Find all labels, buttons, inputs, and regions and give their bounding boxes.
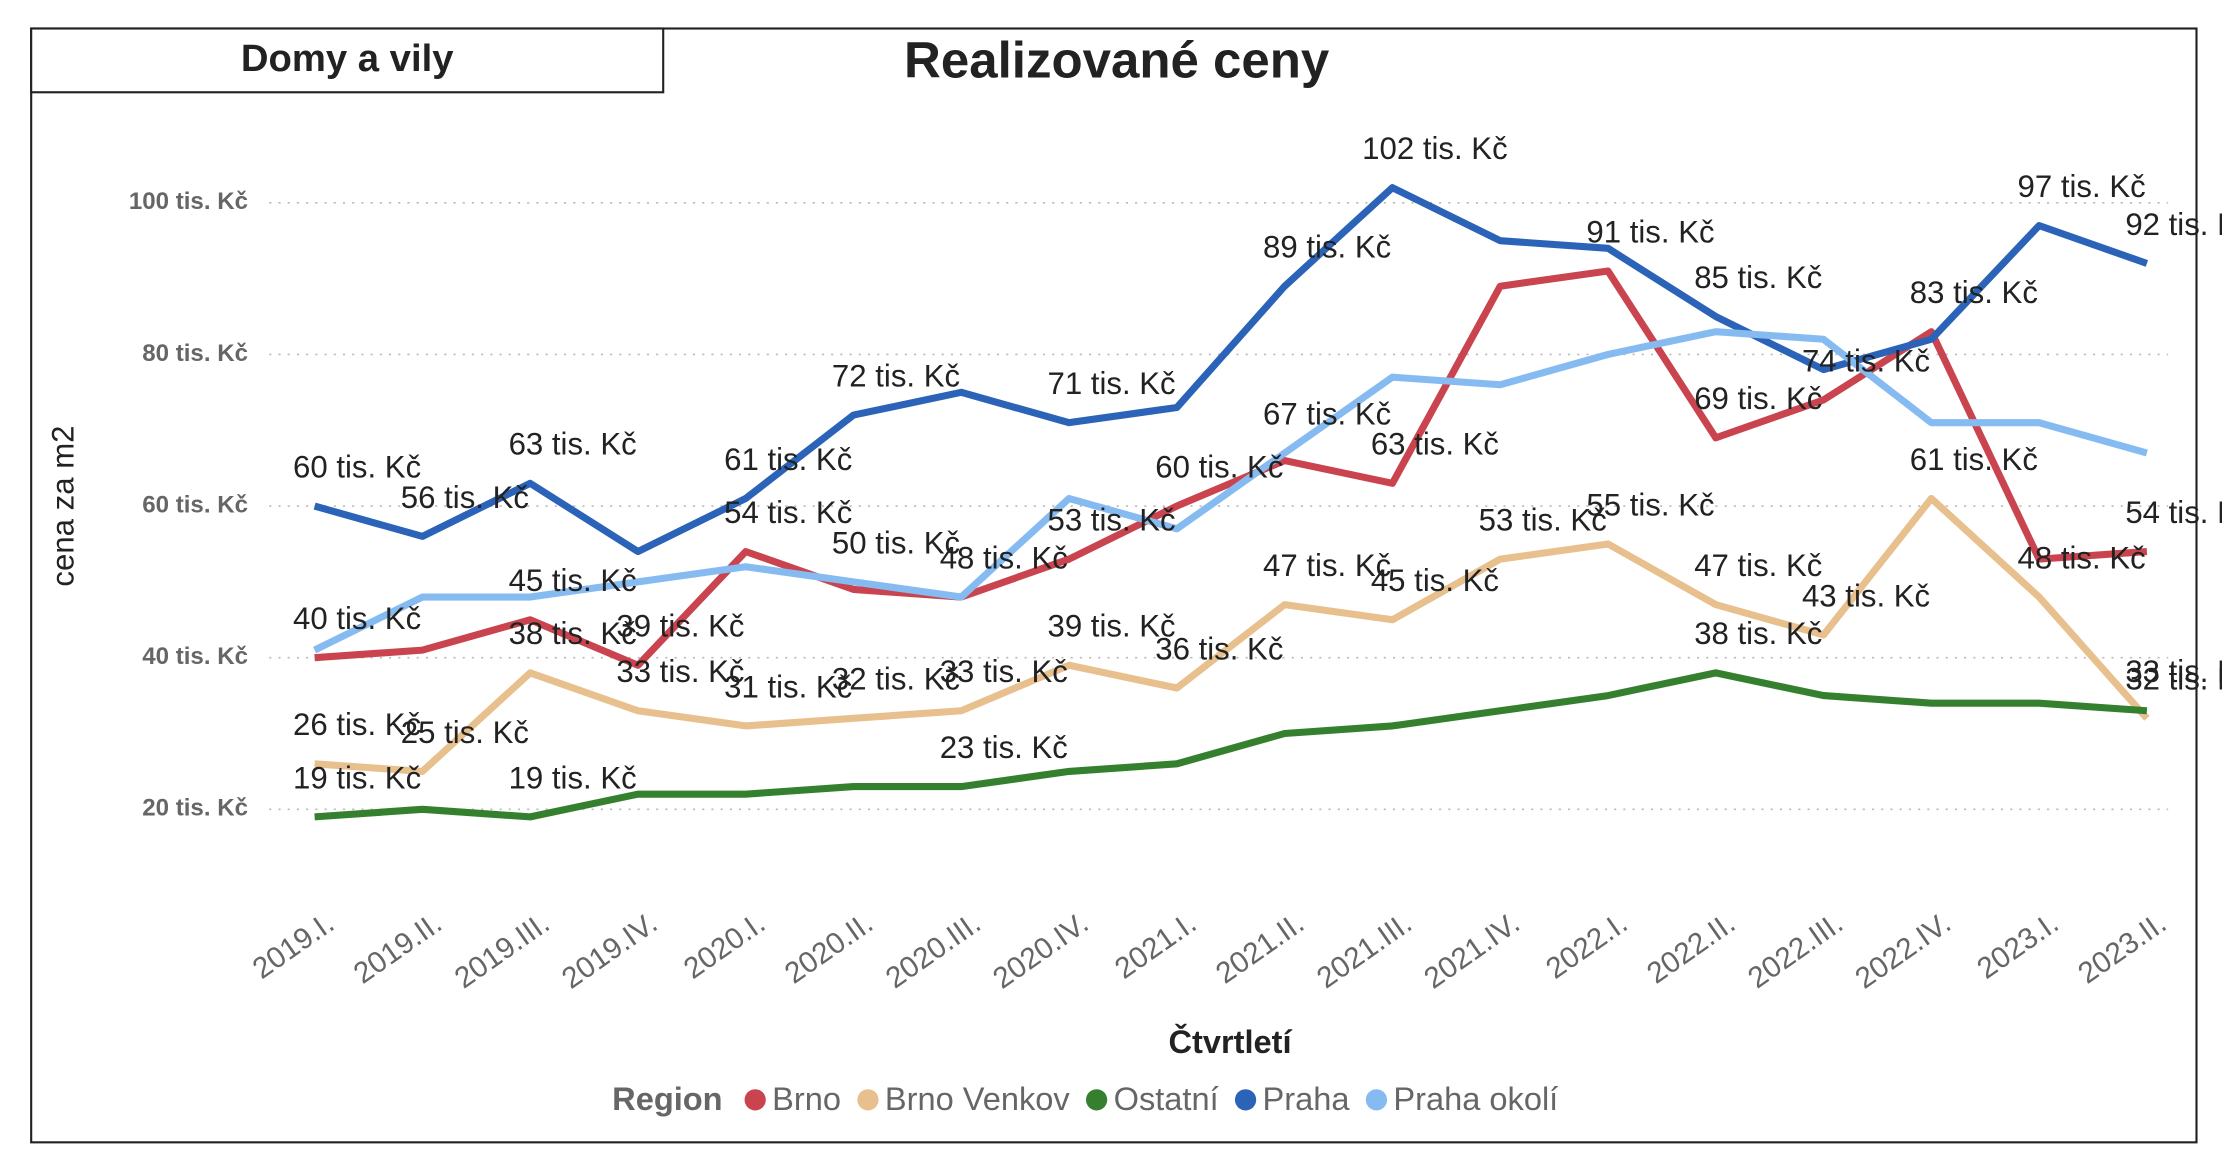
y-tick-label: 80 tis. Kč xyxy=(142,340,248,367)
legend-marker xyxy=(744,1089,766,1111)
data-label: 36 tis. Kč xyxy=(1155,631,1283,666)
x-tick-label: 2022.III. xyxy=(1742,906,1849,995)
x-tick-label: 2021.II. xyxy=(1210,906,1310,990)
data-label: 53 tis. Kč xyxy=(1479,503,1607,538)
panel-label: Domy a vily xyxy=(241,37,454,80)
x-tick-label: 2019.III. xyxy=(449,906,556,995)
frame xyxy=(30,27,2198,1144)
x-tick-label: 2019.IV. xyxy=(556,906,663,995)
legend-marker xyxy=(857,1089,879,1111)
x-tick-label: 2023.I. xyxy=(1971,906,2064,985)
data-label: 45 tis. Kč xyxy=(509,563,637,598)
legend-marker xyxy=(1234,1089,1257,1111)
data-label: 74 tis. Kč xyxy=(1802,343,1930,378)
data-label: 97 tis. Kč xyxy=(2018,169,2146,204)
x-tick-label: 2023.II. xyxy=(2072,906,2172,990)
data-label: 26 tis. Kč xyxy=(293,707,421,742)
data-label: 38 tis. Kč xyxy=(509,616,637,651)
x-tick-label: 2020.II. xyxy=(779,906,879,990)
panel-box xyxy=(30,27,665,94)
y-axis-label: cena za m2 xyxy=(45,426,80,587)
legend-label: Praha okolí xyxy=(1393,1080,1558,1117)
data-label: 53 tis. Kč xyxy=(1048,503,1176,538)
data-label: 61 tis. Kč xyxy=(1910,442,2038,477)
data-label: 32 tis. Kč xyxy=(2125,662,2222,697)
data-label: 67 tis. Kč xyxy=(1263,396,1391,431)
series-line xyxy=(314,494,2150,775)
legend-label: Ostatní xyxy=(1114,1080,1219,1117)
data-label: 33 tis. Kč xyxy=(940,654,1068,689)
x-tick-label: 2021.IV. xyxy=(1418,906,1525,995)
data-label: 72 tis. Kč xyxy=(832,358,960,393)
y-tick-label: 40 tis. Kč xyxy=(142,643,248,670)
data-label: 63 tis. Kč xyxy=(509,427,637,462)
data-label: 31 tis. Kč xyxy=(724,669,852,704)
data-label: 102 tis. Kč xyxy=(1362,131,1507,166)
data-label: 92 tis. Kč xyxy=(2125,207,2222,242)
data-label: 60 tis. Kč xyxy=(1155,449,1283,484)
data-label: 32 tis. Kč xyxy=(832,662,960,697)
data-label: 48 tis. Kč xyxy=(940,540,1068,575)
data-label: 61 tis. Kč xyxy=(724,442,852,477)
data-label: 55 tis. Kč xyxy=(1586,487,1714,522)
x-tick-label: 2021.I. xyxy=(1109,906,1202,985)
data-label: 33 tis. Kč xyxy=(2125,654,2222,689)
data-label: 56 tis. Kč xyxy=(401,480,529,515)
legend-title: Region xyxy=(612,1080,722,1117)
data-label: 89 tis. Kč xyxy=(1263,230,1391,265)
series-line xyxy=(314,267,2148,669)
x-tick-label: 2019.I. xyxy=(247,906,340,985)
data-label: 60 tis. Kč xyxy=(293,449,421,484)
data-label: 50 tis. Kč xyxy=(832,525,960,560)
x-tick-label: 2022.IV. xyxy=(1849,906,1956,995)
x-tick-label: 2020.IV. xyxy=(987,906,1094,995)
data-label: 69 tis. Kč xyxy=(1694,381,1822,416)
chart-title: Realizované ceny xyxy=(904,31,1330,88)
y-tick-label: 100 tis. Kč xyxy=(129,188,248,215)
x-tick-label: 2022.I. xyxy=(1540,906,1633,985)
x-tick-label: 2020.III. xyxy=(880,906,987,995)
data-label: 71 tis. Kč xyxy=(1048,366,1176,401)
data-label: 39 tis. Kč xyxy=(616,609,744,644)
data-label: 33 tis. Kč xyxy=(616,654,744,689)
data-label: 23 tis. Kč xyxy=(940,730,1068,765)
data-label: 83 tis. Kč xyxy=(1910,275,2038,310)
data-label: 48 tis. Kč xyxy=(2018,540,2146,575)
legend-label: Brno Venkov xyxy=(885,1080,1070,1117)
data-label: 54 tis. Kč xyxy=(724,495,852,530)
x-tick-label: 2019.II. xyxy=(348,906,448,990)
legend-marker xyxy=(1085,1089,1108,1111)
series-line xyxy=(313,184,2149,556)
y-tick-label: 20 tis. Kč xyxy=(142,795,248,822)
series-line xyxy=(314,669,2148,821)
y-tick-label: 60 tis. Kč xyxy=(142,491,248,518)
data-label: 39 tis. Kč xyxy=(1048,609,1176,644)
data-label: 40 tis. Kč xyxy=(293,601,421,636)
data-label: 91 tis. Kč xyxy=(1586,214,1714,249)
x-tick-label: 2021.III. xyxy=(1311,906,1418,995)
series-line xyxy=(313,328,2148,654)
legend-label: Brno xyxy=(772,1080,841,1117)
x-axis-label: Čtvrtletí xyxy=(1168,1022,1292,1060)
data-label: 38 tis. Kč xyxy=(1694,616,1822,651)
data-label: 43 tis. Kč xyxy=(1802,578,1930,613)
legend-marker xyxy=(1365,1089,1388,1111)
data-label: 63 tis. Kč xyxy=(1371,427,1499,462)
data-label: 47 tis. Kč xyxy=(1694,548,1822,583)
data-label: 54 tis. Kč xyxy=(2125,495,2222,530)
data-label: 45 tis. Kč xyxy=(1371,563,1499,598)
x-tick-label: 2022.II. xyxy=(1641,906,1741,990)
data-label: 19 tis. Kč xyxy=(509,760,637,795)
data-label: 19 tis. Kč xyxy=(293,760,421,795)
legend-label: Praha xyxy=(1263,1080,1351,1117)
x-tick-label: 2020.I. xyxy=(678,906,771,985)
data-label: 25 tis. Kč xyxy=(401,715,529,750)
data-label: 47 tis. Kč xyxy=(1263,548,1391,583)
data-label: 85 tis. Kč xyxy=(1694,260,1822,295)
